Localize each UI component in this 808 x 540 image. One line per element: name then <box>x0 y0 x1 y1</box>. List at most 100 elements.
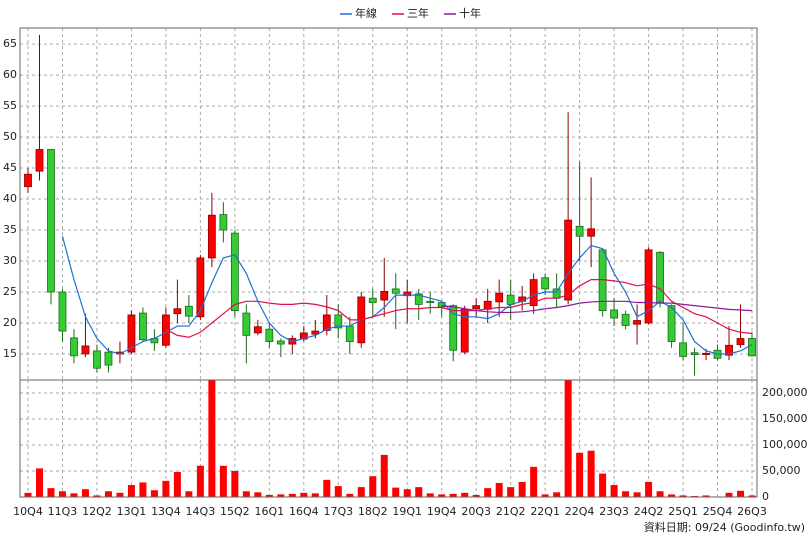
candle-body <box>322 314 331 331</box>
candle-body <box>472 305 481 310</box>
volume-bar <box>196 465 204 497</box>
volume-bar <box>564 380 572 497</box>
volume-bar <box>438 494 446 497</box>
volume-bar <box>449 493 457 497</box>
x-tick-label: 19Q1 <box>392 505 422 518</box>
volume-bar <box>495 482 503 497</box>
volume-bar <box>748 495 756 497</box>
x-tick-label: 25Q1 <box>668 505 698 518</box>
volume-bar <box>403 489 411 497</box>
volume-bar <box>725 492 733 497</box>
volume-bar <box>47 488 55 497</box>
candle-body <box>633 320 641 325</box>
candle-body <box>58 291 67 332</box>
volume-bar <box>219 465 227 497</box>
volume-bar <box>426 493 434 497</box>
volume-bar <box>300 492 308 497</box>
y2-tick-label: 100,000 <box>762 438 808 451</box>
volume-bar <box>116 492 124 497</box>
candle-body <box>35 149 44 172</box>
candle-body <box>541 277 550 290</box>
x-tick-label: 18Q2 <box>358 505 388 518</box>
candle-body <box>93 350 101 369</box>
legend-label: 十年 <box>459 6 481 20</box>
volume-bar <box>288 493 296 497</box>
y-tick-label: 35 <box>3 223 17 236</box>
volume-bar <box>553 492 561 497</box>
x-tick-label: 16Q1 <box>255 505 285 518</box>
candle-body <box>380 290 389 301</box>
volume-bar <box>507 487 515 497</box>
candle-body <box>414 293 423 305</box>
candle-body <box>564 219 573 301</box>
volume-bar <box>587 450 595 497</box>
y-tick-label: 15 <box>3 347 17 360</box>
candle-body <box>690 352 699 355</box>
volume-bar <box>231 471 239 497</box>
volume-bar <box>484 488 492 497</box>
candle-body <box>70 337 78 357</box>
candle-body <box>426 300 435 303</box>
volume-bar <box>323 479 331 497</box>
volume-bar <box>35 468 43 497</box>
candle-body <box>610 309 618 319</box>
x-tick-label: 17Q3 <box>323 505 353 518</box>
y-tick-label: 30 <box>3 254 17 267</box>
x-tick-label: 12Q2 <box>82 505 112 518</box>
volume-bar <box>737 490 745 497</box>
candle-body <box>552 288 561 299</box>
volume-bar <box>645 481 653 497</box>
volume-bar <box>311 493 319 497</box>
volume-bar <box>104 491 112 497</box>
candle-body <box>368 297 377 303</box>
candle-body <box>621 313 630 326</box>
candle-body <box>334 314 343 329</box>
x-tick-label: 11Q3 <box>48 505 78 518</box>
candle-body <box>575 225 584 237</box>
volume-bar <box>668 494 676 497</box>
volume-bar <box>599 473 607 497</box>
y-tick-label: 25 <box>3 285 17 298</box>
x-tick-label: 22Q4 <box>565 505 595 518</box>
candle-body <box>748 338 756 357</box>
x-tick-label: 15Q2 <box>220 505 250 518</box>
volume-bar <box>58 491 66 497</box>
volume-bar <box>541 494 549 497</box>
volume-bar <box>461 492 469 497</box>
volume-bar <box>369 476 377 497</box>
x-tick-label: 13Q4 <box>151 505 181 518</box>
y-tick-label: 55 <box>3 99 17 112</box>
y2-tick-label: 50,000 <box>762 464 801 477</box>
volume-bar <box>208 380 216 497</box>
candle-body <box>644 249 653 324</box>
volume-bar <box>392 487 400 497</box>
volume-bar <box>162 480 170 497</box>
candle-body <box>667 305 676 342</box>
candle-body <box>104 351 113 366</box>
candle-body <box>449 305 458 351</box>
candle-body <box>736 338 745 346</box>
x-tick-label: 24Q2 <box>634 505 664 518</box>
candle-body <box>127 314 136 353</box>
y-tick-label: 50 <box>3 130 17 143</box>
moving-average-line <box>61 236 753 355</box>
volume-bar <box>265 494 273 497</box>
candle-body <box>276 340 285 345</box>
candle-body <box>242 312 251 336</box>
x-tick-label: 20Q3 <box>461 505 491 518</box>
candle-body <box>311 330 320 335</box>
volume-bar <box>702 495 710 497</box>
candle-body <box>460 308 469 353</box>
candle-body <box>219 214 228 231</box>
y2-tick-label: 0 <box>762 490 769 503</box>
candle-body <box>196 257 205 318</box>
volume-bar <box>610 485 618 497</box>
volume-bar <box>24 492 32 497</box>
candle-body <box>173 308 182 315</box>
candle-body <box>184 305 193 317</box>
volume-bar <box>679 495 687 497</box>
y-tick-label: 40 <box>3 192 17 205</box>
volume-bar <box>277 494 285 497</box>
candle-body <box>47 149 55 293</box>
volume-bar <box>357 487 365 497</box>
